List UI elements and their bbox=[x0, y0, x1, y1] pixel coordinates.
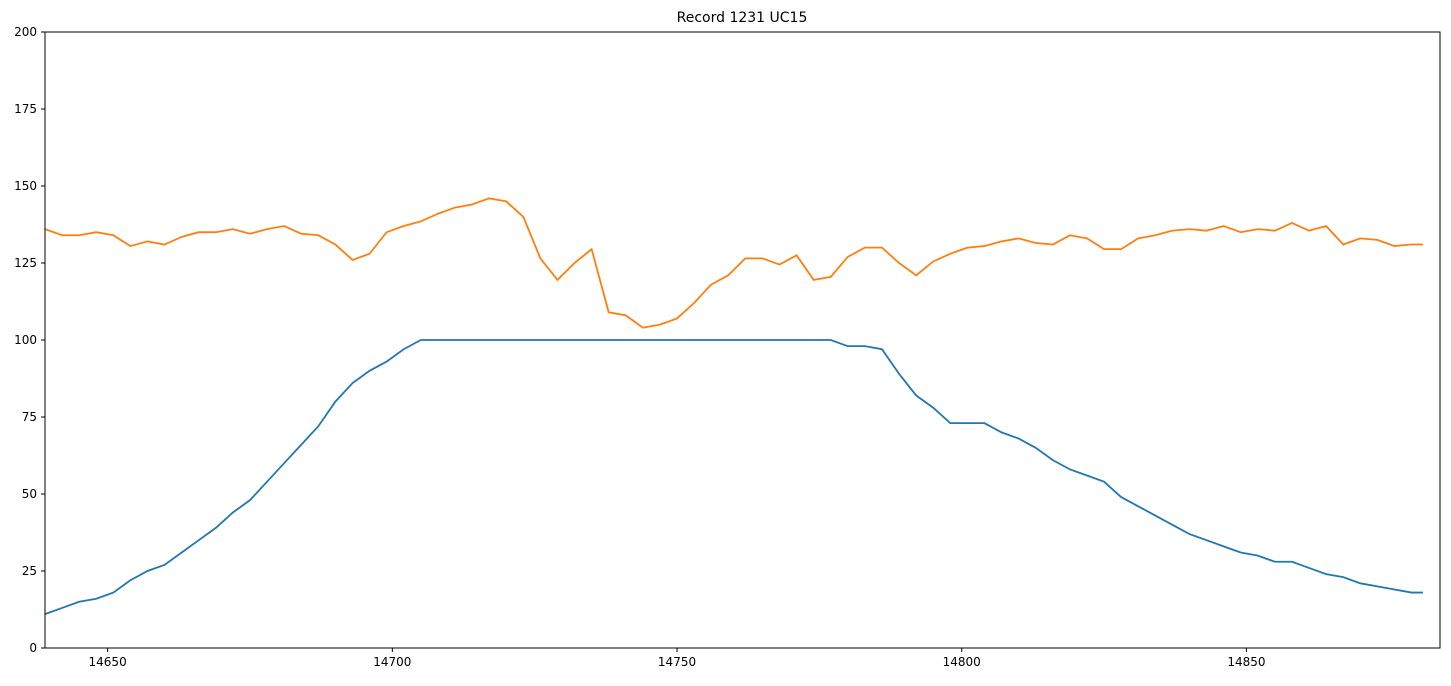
line-series bbox=[44, 339, 1423, 615]
y-tick-label: 0 bbox=[29, 641, 37, 655]
x-tick-label: 14650 bbox=[89, 655, 127, 669]
x-tick-label: 14800 bbox=[943, 655, 981, 669]
y-tick-label: 25 bbox=[22, 564, 37, 578]
x-tick-label: 14700 bbox=[373, 655, 411, 669]
line-series bbox=[44, 197, 1423, 329]
y-tick-label: 125 bbox=[14, 256, 37, 270]
x-tick-label: 14750 bbox=[658, 655, 696, 669]
y-tick-label: 150 bbox=[14, 179, 37, 193]
y-tick-label: 200 bbox=[14, 25, 37, 39]
y-tick-label: 75 bbox=[22, 410, 37, 424]
y-tick-label: 100 bbox=[14, 333, 37, 347]
y-tick-label: 175 bbox=[14, 102, 37, 116]
y-tick-label: 50 bbox=[22, 487, 37, 501]
x-tick-label: 14850 bbox=[1227, 655, 1265, 669]
plot-frame bbox=[44, 31, 1441, 649]
chart-title: Record 1231 UC15 bbox=[677, 10, 808, 26]
